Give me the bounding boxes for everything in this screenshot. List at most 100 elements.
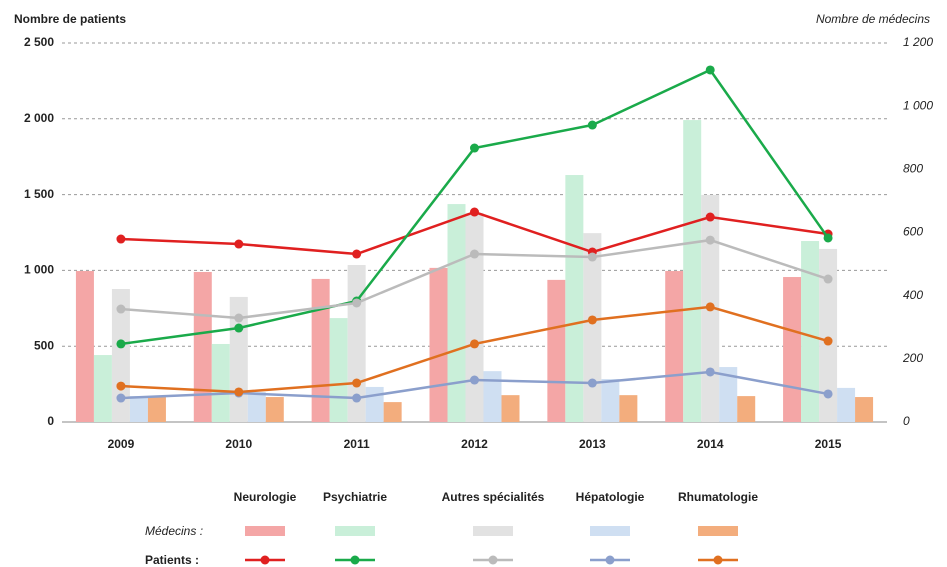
legend-swatch [590,526,630,536]
point [705,65,715,75]
legend-swatch [473,526,513,536]
point [116,393,126,403]
x-tick-label: 2012 [461,437,488,451]
point [705,212,715,222]
x-tick-label: 2009 [108,437,135,451]
point [705,367,715,377]
legend-row-label: Médecins : [145,524,204,538]
point [705,302,715,312]
legend-label: Rhumatologie [678,489,758,504]
y-tick-label: 1 000 [24,263,54,277]
x-tick-label: 2013 [579,437,606,451]
point [234,239,244,249]
point [234,387,244,397]
point [352,378,362,388]
point [352,298,362,308]
point [823,233,833,243]
bar [683,120,702,423]
bar [837,387,856,422]
legend-swatch [698,526,738,536]
y2-tick-label: 600 [903,225,923,239]
bar [383,402,402,422]
y2-tick-label: 200 [902,351,923,365]
x-tick-label: 2010 [225,437,252,451]
point [234,313,244,323]
bar [93,355,112,422]
y-tick-label: 0 [47,414,54,428]
legend-swatch [245,526,285,536]
y-tick-label: 2 000 [24,111,54,125]
bar [311,278,330,422]
legend-label: Psychiatrie [322,489,388,504]
legend-label: Neurologie [233,489,297,504]
point [116,339,126,349]
legend-marker [350,555,360,565]
bar [855,397,874,422]
bar [483,371,502,422]
legend-label: Autres spécialités [441,489,545,504]
legend-marker [488,555,498,565]
point [470,207,479,217]
bar [329,318,348,422]
point [116,381,126,391]
bar [565,175,584,422]
point [823,336,833,346]
legend-swatch [335,526,375,536]
y-tick-label: 500 [34,338,54,352]
bar [783,277,802,422]
bar [601,379,620,422]
point [116,234,126,244]
bar [619,395,638,422]
bar [75,271,94,422]
point [116,304,126,314]
point [587,252,597,262]
point [470,375,479,385]
point [352,393,362,403]
y-tick-label: 2 500 [24,35,54,49]
bar [111,289,130,422]
bar [583,233,602,422]
point [587,315,597,325]
y2-tick-label: 0 [903,414,910,428]
point [352,249,362,259]
bar [547,279,566,422]
legend-row-label: Patients : [145,553,200,567]
bar [265,397,284,422]
legend-label: Hépatologie [575,489,645,504]
point [705,235,715,245]
point [823,274,833,284]
y2-axis-label: Nombre de médecins [816,12,930,26]
bar [447,204,466,422]
x-tick-label: 2015 [815,437,842,451]
bar [429,267,448,422]
point [470,339,479,349]
bar [147,397,166,422]
y2-tick-label: 1 200 [903,35,933,49]
bar [465,212,484,422]
x-tick-label: 2011 [344,437,370,451]
point [823,389,833,399]
x-tick-label: 2014 [697,437,724,451]
bar [665,271,684,422]
y-tick-label: 1 500 [24,187,54,201]
point [587,120,597,130]
bar [193,271,212,422]
bar [247,391,266,422]
y-axis-label: Nombre de patients [14,12,126,26]
point [234,323,244,333]
bar [129,396,148,422]
point [470,143,479,153]
legend-marker [605,555,615,565]
bar [719,367,738,422]
legend-marker [713,555,723,565]
point [470,249,479,259]
bar [501,395,520,422]
bar [819,248,838,422]
y2-tick-label: 1 000 [903,98,933,112]
bar [801,241,820,422]
bar [365,386,384,422]
y2-tick-label: 400 [903,288,923,302]
y2-tick-label: 800 [903,162,923,176]
